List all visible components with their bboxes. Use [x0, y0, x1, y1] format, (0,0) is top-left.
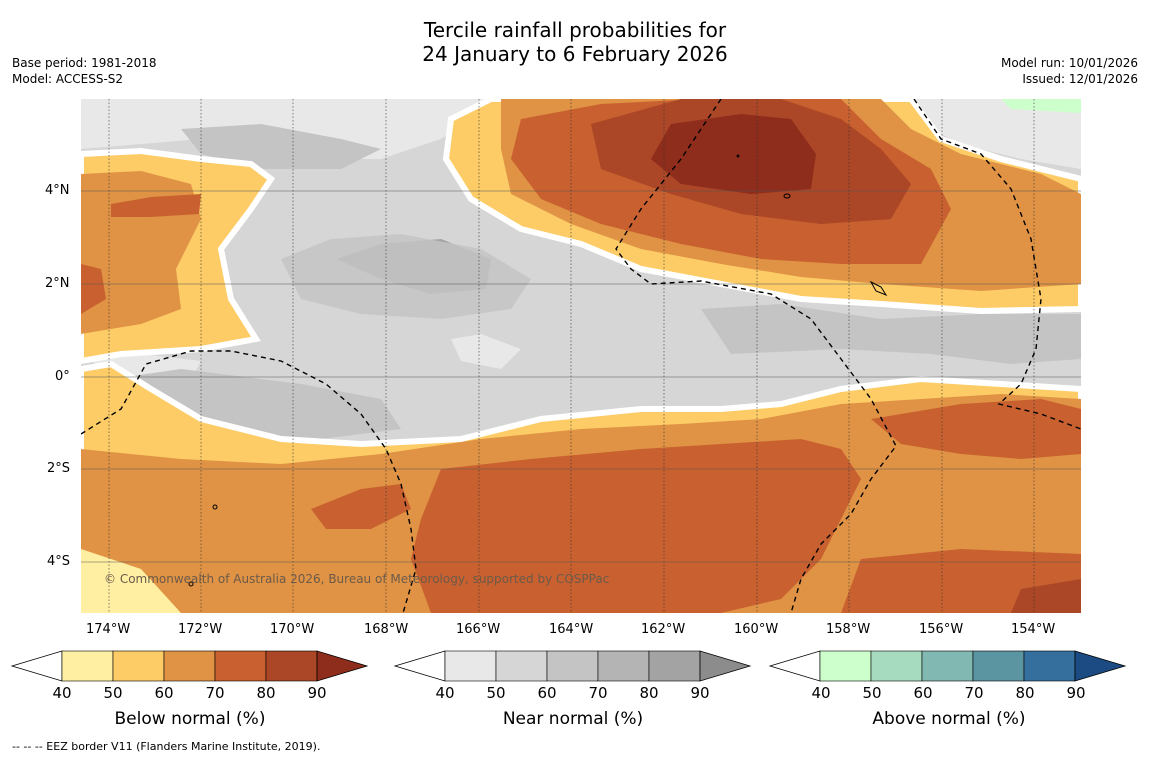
title-line-2: 24 January to 6 February 2026 [422, 42, 728, 66]
eez-footnote: -- -- -- EEZ border V11 (Flanders Marine… [12, 740, 321, 753]
above-cb-segment-2 [921, 650, 974, 682]
cb-above-tick-60: 60 [913, 684, 933, 702]
below-normal-west-70b [81, 264, 106, 314]
near-normal-light-north [81, 99, 501, 159]
near-cb-segment-0 [444, 650, 497, 682]
model-run: Model run: 10/01/2026 [1000, 56, 1138, 70]
colorbar-below [10, 650, 369, 682]
lon-label-156w: 156°W [919, 622, 964, 637]
cb-above-tick-50: 50 [862, 684, 882, 702]
above-normal-patch [1001, 99, 1081, 113]
near-cb-segment-4 [648, 650, 701, 682]
below-normal-south-light [81, 549, 181, 613]
run-info: Model run: 10/01/2026 Issued: 12/01/2026 [1001, 55, 1138, 87]
above-cb-segment-4 [1023, 650, 1076, 682]
lat-label-2s: 2°S [47, 461, 71, 476]
cb-below-tick-90: 90 [307, 684, 327, 702]
lon-label-160w: 160°W [734, 622, 779, 637]
copyright-notice: © Commonwealth of Australia 2026, Bureau… [104, 572, 610, 586]
above-cb-segment-1 [870, 650, 923, 682]
lon-label-168w: 168°W [364, 622, 409, 637]
near-normal-label: Near normal (%) [502, 709, 644, 729]
lon-label-166w: 166°W [456, 622, 501, 637]
below-normal-se-70 [871, 399, 1081, 459]
colorbar-near [393, 650, 752, 682]
parallel-gridlines [81, 190, 1081, 563]
lon-label-174w: 174°W [86, 622, 131, 637]
cb-near-tick-50: 50 [486, 684, 506, 702]
below-normal-west-70a [111, 194, 201, 217]
cb-near-tick-60: 60 [537, 684, 557, 702]
below-cb-segment-2 [163, 650, 216, 682]
lon-label-172w: 172°W [178, 622, 223, 637]
cb-near-tick-90: 90 [690, 684, 710, 702]
below-cb-segment-3 [214, 650, 267, 682]
near-normal-light-ne [911, 99, 1081, 169]
cb-above-tick-90: 90 [1066, 684, 1086, 702]
below-cb-segment-0 [61, 650, 114, 682]
lat-label-0: 0° [55, 369, 70, 384]
base-info: Base period: 1981-2018 Model: ACCESS-S2 [12, 55, 157, 87]
above-cb-segment-3 [972, 650, 1025, 682]
islands [188, 154, 888, 587]
colorbar-above [768, 650, 1127, 682]
cb-below-tick-40: 40 [52, 684, 72, 702]
below-normal-north-90 [651, 114, 816, 194]
meridian-gridlines [108, 99, 1035, 613]
lat-label-2n: 2°N [45, 276, 70, 291]
near-cb-segment-3 [597, 650, 650, 682]
map-title: Tercile rainfall probabilities for 24 Ja… [0, 18, 1150, 66]
lon-label-170w: 170°W [270, 622, 315, 637]
lon-label-154w: 154°W [1011, 622, 1056, 637]
cb-near-tick-70: 70 [588, 684, 608, 702]
below-normal-south-70 [411, 439, 861, 613]
title-line-1: Tercile rainfall probabilities for [423, 18, 727, 42]
lon-label-162w: 162°W [641, 622, 686, 637]
near-cb-low-extension [393, 650, 446, 682]
cb-near-tick-40: 40 [435, 684, 455, 702]
near-normal-mid-east [701, 304, 1081, 364]
cb-below-tick-70: 70 [205, 684, 225, 702]
near-cb-segment-1 [495, 650, 548, 682]
cb-above-tick-40: 40 [811, 684, 831, 702]
base-period: Base period: 1981-2018 [12, 56, 157, 70]
cb-below-tick-60: 60 [154, 684, 174, 702]
lat-label-4n: 4°N [45, 183, 70, 198]
below-cb-segment-1 [112, 650, 165, 682]
near-normal-mid-center [281, 234, 531, 319]
near-cb-segment-2 [546, 650, 599, 682]
issued-date: Issued: 12/01/2026 [1022, 72, 1138, 86]
model-name: Model: ACCESS-S2 [12, 72, 124, 86]
below-normal-label: Below normal (%) [114, 709, 266, 729]
probability-map [81, 99, 1081, 613]
cb-near-tick-80: 80 [639, 684, 659, 702]
lon-label-164w: 164°W [549, 622, 594, 637]
lat-label-4s: 4°S [47, 554, 71, 569]
below-cb-segment-4 [265, 650, 318, 682]
cb-below-tick-80: 80 [256, 684, 276, 702]
above-cb-high-extension [1074, 650, 1127, 682]
cb-below-tick-50: 50 [103, 684, 123, 702]
below-cb-low-extension [10, 650, 63, 682]
below-normal-se-dark [1011, 579, 1081, 613]
near-normal-mid-north [181, 124, 381, 169]
near-cb-high-extension [699, 650, 752, 682]
below-cb-high-extension [316, 650, 369, 682]
cb-above-tick-70: 70 [964, 684, 984, 702]
cb-above-tick-80: 80 [1015, 684, 1035, 702]
eez-borders [81, 99, 1081, 613]
lon-label-158w: 158°W [826, 622, 871, 637]
above-normal-label: Above normal (%) [872, 709, 1026, 729]
near-normal-light-patch [451, 334, 521, 369]
above-cb-segment-0 [819, 650, 872, 682]
above-cb-low-extension [768, 650, 821, 682]
